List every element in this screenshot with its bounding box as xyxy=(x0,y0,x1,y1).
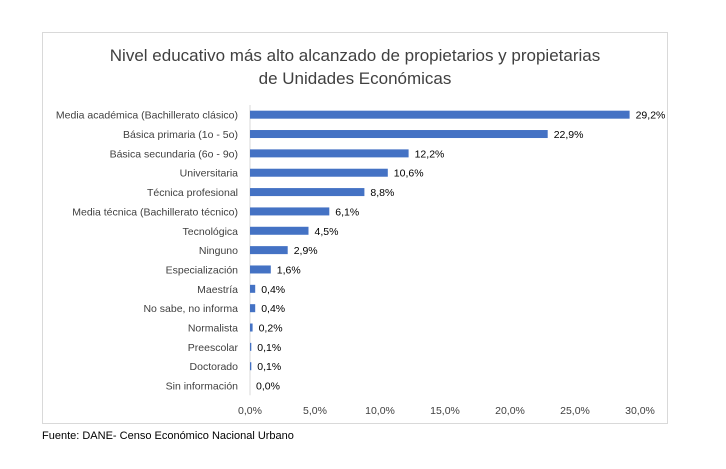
bar xyxy=(250,246,288,255)
category-label: Normalista xyxy=(188,323,238,335)
category-label: Doctorado xyxy=(190,361,239,373)
data-label: 12,2% xyxy=(415,148,445,160)
data-label: 1,6% xyxy=(277,264,301,276)
bar xyxy=(250,207,330,216)
data-label: 0,1% xyxy=(257,361,281,373)
category-label: Preescolar xyxy=(188,342,239,354)
bar xyxy=(250,226,309,235)
bar xyxy=(250,130,548,139)
data-label: 0,2% xyxy=(259,323,283,335)
chart-title-line-2: de Unidades Económicas xyxy=(258,69,452,88)
bar xyxy=(250,304,256,313)
data-label: 8,8% xyxy=(370,187,394,199)
x-tick-label: 15,0% xyxy=(430,405,460,417)
category-label: No sabe, no informa xyxy=(143,303,238,315)
x-tick-label: 25,0% xyxy=(560,405,590,417)
data-label: 2,9% xyxy=(294,245,318,257)
source-note: Fuente: DANE- Censo Económico Nacional U… xyxy=(42,430,294,442)
bar xyxy=(250,168,388,177)
data-label: 0,4% xyxy=(261,284,285,296)
category-label: Básica primaria (1o - 5o) xyxy=(123,129,238,141)
bar xyxy=(250,188,365,197)
category-label: Tecnológica xyxy=(183,226,239,238)
data-label: 6,1% xyxy=(335,206,359,218)
data-label: 0,0% xyxy=(256,381,280,393)
x-tick-label: 0,0% xyxy=(238,405,262,417)
category-label: Especialización xyxy=(166,264,239,276)
category-label: Media académica (Bachillerato clásico) xyxy=(56,110,238,122)
bar xyxy=(250,149,409,158)
category-label: Ninguno xyxy=(199,245,238,257)
category-label: Media técnica (Bachillerato técnico) xyxy=(72,206,238,218)
data-label: 10,6% xyxy=(394,168,424,180)
chart-title-line-1: Nivel educativo más alto alcanzado de pr… xyxy=(109,46,601,65)
bar xyxy=(250,110,630,119)
bar xyxy=(250,265,271,274)
data-label: 0,4% xyxy=(261,303,285,315)
chart-frame xyxy=(42,32,668,424)
data-label: 22,9% xyxy=(554,129,584,141)
category-label: Universitaria xyxy=(180,168,239,180)
x-tick-label: 20,0% xyxy=(495,405,525,417)
category-label: Maestría xyxy=(197,284,238,296)
chart-title: Nivel educativo más alto alcanzado de pr… xyxy=(42,44,668,90)
x-tick-label: 30,0% xyxy=(625,405,655,417)
bar xyxy=(250,284,256,293)
x-tick-label: 10,0% xyxy=(365,405,395,417)
category-label: Técnica profesional xyxy=(147,187,238,199)
category-label: Básica secundaria (6o - 9o) xyxy=(110,148,238,160)
data-label: 4,5% xyxy=(315,226,339,238)
data-label: 29,2% xyxy=(636,110,666,122)
bar xyxy=(250,323,253,332)
bar xyxy=(250,362,252,371)
x-tick-label: 5,0% xyxy=(303,405,327,417)
data-label: 0,1% xyxy=(257,342,281,354)
category-label: Sin información xyxy=(166,381,239,393)
bar xyxy=(250,342,252,351)
